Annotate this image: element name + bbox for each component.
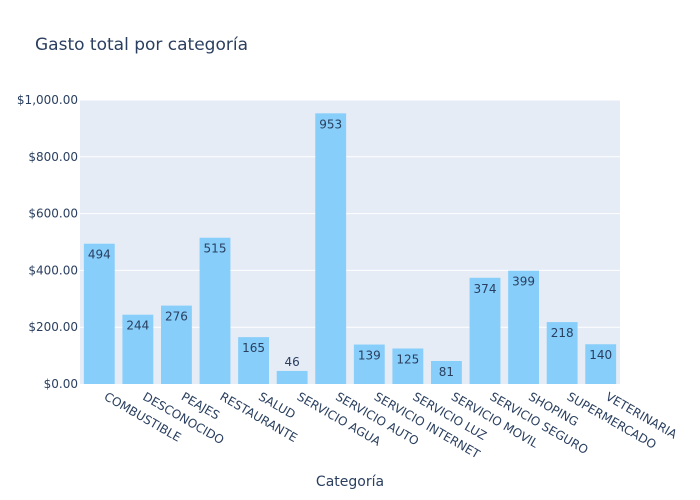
bar-value-label: 276 <box>165 310 188 324</box>
y-tick-label: $600.00 <box>28 207 78 221</box>
bar-value-label: 139 <box>358 349 381 363</box>
bar <box>546 322 578 384</box>
bar <box>161 305 192 384</box>
y-tick-label: $800.00 <box>28 150 78 164</box>
bars: 494 244 276 515 165 46 953 139 125 81 374 399 218 140 <box>83 113 617 385</box>
y-tick-label: $400.00 <box>28 263 78 277</box>
bar-value-label: 125 <box>396 353 419 367</box>
x-axis-ticks: COMBUSTIBLEDESCONOCIDOPEAJESRESTAURANTES… <box>102 389 680 461</box>
bar-value-label: 399 <box>512 275 535 289</box>
bar <box>392 348 424 384</box>
bar <box>238 337 269 384</box>
bar <box>83 243 115 384</box>
bar <box>585 344 617 384</box>
y-tick-label: $1,000.00 <box>17 93 78 107</box>
bar <box>122 314 154 384</box>
bar-value-label: 140 <box>589 348 612 362</box>
y-tick-label: $0.00 <box>44 377 78 391</box>
bar-value-label: 244 <box>126 319 149 333</box>
y-tick-label: $200.00 <box>28 320 78 334</box>
bar <box>508 270 539 384</box>
bar <box>431 360 462 384</box>
bar-value-label: 218 <box>551 326 574 340</box>
x-axis-title: Categoría <box>316 474 384 490</box>
bar <box>276 370 308 384</box>
chart-title: Gasto total por categoría <box>35 35 248 55</box>
bar <box>469 277 501 384</box>
bar-value-label: 515 <box>204 242 227 256</box>
bar-value-label: 165 <box>242 341 265 355</box>
bar-value-label: 953 <box>319 117 342 131</box>
bar-value-label: 494 <box>88 248 111 262</box>
bar-value-label: 374 <box>474 282 497 296</box>
bar <box>315 113 347 385</box>
bar-value-label: 81 <box>439 365 454 379</box>
bar <box>199 237 231 384</box>
bar-value-label: 46 <box>285 355 300 369</box>
y-axis-ticks: $0.00 $200.00 $400.00 $600.00 $800.00 $1,000.… <box>17 93 78 391</box>
bar <box>353 344 385 384</box>
